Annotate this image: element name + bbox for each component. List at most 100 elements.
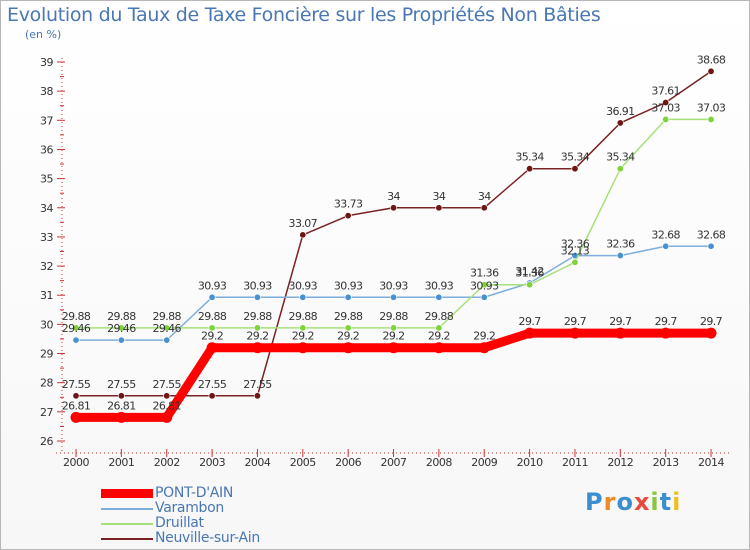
- legend-item: Neuville-sur-Ain: [101, 530, 301, 546]
- data-label: 33.73: [334, 198, 363, 211]
- data-point: [206, 342, 218, 354]
- x-tick-label: 2004: [244, 456, 270, 469]
- data-point: [707, 115, 715, 123]
- data-label: 29.2: [337, 330, 359, 343]
- data-point: [616, 165, 624, 173]
- data-point: [253, 324, 261, 332]
- data-label: 30.93: [334, 279, 363, 292]
- data-label: 32.13: [561, 244, 590, 257]
- data-point: [299, 231, 307, 239]
- data-point: [435, 204, 443, 212]
- data-point: [163, 324, 171, 332]
- data-point: [342, 342, 354, 354]
- logo-letter: i: [650, 488, 660, 516]
- legend-label: Druillat: [155, 515, 204, 531]
- y-tick-label: 38: [40, 85, 53, 98]
- y-tick-label: 31: [40, 289, 53, 302]
- logo-letter: P: [585, 488, 604, 516]
- data-label: 35.34: [561, 151, 590, 164]
- data-point: [390, 324, 398, 332]
- series-layer: [70, 67, 717, 423]
- data-label: 30.93: [289, 279, 318, 292]
- data-label: 29.2: [473, 330, 495, 343]
- data-point: [526, 165, 534, 173]
- data-label: 30.93: [379, 279, 408, 292]
- legend-swatch-druillat: [101, 523, 153, 525]
- data-point: [72, 336, 80, 344]
- logo-letter: t: [659, 488, 673, 516]
- legend-swatch-varambon: [101, 508, 153, 510]
- legend-item: PONT-D'AIN: [101, 485, 301, 501]
- y-tick-label: 35: [40, 173, 53, 186]
- y-tick-label: 32: [40, 260, 53, 273]
- data-label: 36.91: [606, 105, 635, 118]
- data-label: 30.93: [198, 279, 227, 292]
- data-point: [662, 115, 670, 123]
- data-label: 35.34: [515, 151, 544, 164]
- data-label: 29.2: [382, 330, 404, 343]
- data-label: 26.81: [152, 399, 181, 412]
- x-tick-label: 2007: [381, 456, 407, 469]
- data-label: 29.88: [289, 310, 318, 323]
- data-point: [435, 293, 443, 301]
- data-label: 37.03: [651, 101, 680, 114]
- logo-letter: r: [603, 488, 617, 516]
- logo-letter: o: [616, 488, 634, 516]
- data-label: 37.03: [697, 101, 726, 114]
- data-label: 27.55: [152, 378, 181, 391]
- legend-swatch-neuville-sur-ain: [101, 538, 153, 540]
- data-point: [163, 392, 171, 400]
- y-tick-label: 36: [40, 143, 53, 156]
- data-point: [480, 293, 488, 301]
- data-point: [705, 327, 717, 339]
- data-label: 32.36: [606, 238, 635, 251]
- data-point: [299, 324, 307, 332]
- data-label: 26.81: [62, 399, 91, 412]
- data-label: 29.2: [292, 330, 314, 343]
- data-point: [344, 212, 352, 220]
- axes: 26 27 28 29 30 31 32 33 34 35 36 37 38 39 2000 2001 2002…: [40, 56, 729, 469]
- data-point: [115, 411, 127, 423]
- data-label: 27.55: [198, 378, 227, 391]
- data-label: 29.7: [519, 315, 542, 328]
- data-label: 29.46: [62, 322, 91, 335]
- data-label: 29.88: [198, 310, 227, 323]
- data-label: 29.7: [700, 315, 723, 328]
- data-point: [478, 342, 490, 354]
- data-label: 31.36: [470, 267, 499, 280]
- legend-swatch-pont-d-ain: [101, 489, 153, 498]
- logo-letter: i: [672, 488, 682, 516]
- data-point: [72, 392, 80, 400]
- data-label: 32.68: [697, 228, 726, 241]
- data-point: [569, 327, 581, 339]
- data-label: 29.88: [152, 310, 181, 323]
- data-point: [117, 336, 125, 344]
- x-tick-label: 2005: [290, 456, 316, 469]
- data-label: 37.61: [651, 85, 680, 98]
- data-label: 30.93: [243, 279, 272, 292]
- chart-title: Evolution du Taux de Taxe Foncière sur l…: [7, 4, 601, 26]
- x-tick-label: 2001: [108, 456, 134, 469]
- x-tick-label: 2008: [426, 456, 452, 469]
- data-point: [662, 99, 670, 107]
- data-point: [297, 342, 309, 354]
- data-point: [707, 67, 715, 75]
- unit-label: (en %): [25, 28, 62, 41]
- data-point: [117, 324, 125, 332]
- data-label: 27.55: [243, 378, 272, 391]
- data-point: [435, 324, 443, 332]
- x-tick-label: 2003: [199, 456, 225, 469]
- data-point: [526, 281, 534, 289]
- data-point: [614, 327, 626, 339]
- data-label: 27.55: [107, 378, 136, 391]
- data-labels: 26.81 26.81 26.81 29.2 29.2 29.2 29.2 29.2 29.2 2…: [62, 53, 727, 412]
- data-label: 29.46: [107, 322, 136, 335]
- data-label: 29.88: [243, 310, 272, 323]
- data-label: 30.93: [425, 279, 454, 292]
- x-tick-label: 2000: [63, 456, 89, 469]
- data-label: 29.7: [609, 315, 632, 328]
- legend-item: Druillat: [101, 515, 301, 531]
- data-point: [161, 411, 173, 423]
